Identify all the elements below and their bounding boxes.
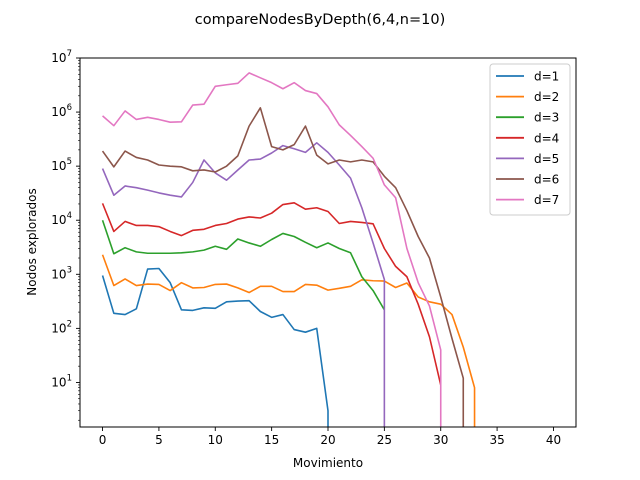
x-tick-label: 25 <box>377 433 392 447</box>
series-line-3 <box>101 219 386 311</box>
series-line-2 <box>101 254 476 427</box>
x-tick-label: 30 <box>433 433 448 447</box>
x-tick-label: 35 <box>489 433 504 447</box>
x-tick-label: 0 <box>99 433 107 447</box>
y-tick-base: 10 <box>51 213 66 227</box>
legend-label-6: d=6 <box>534 173 559 187</box>
y-tick-exponent: 3 <box>67 265 72 275</box>
y-tick-base: 10 <box>51 51 66 65</box>
y-tick-label: 105 <box>51 157 72 173</box>
x-axis-label: Movimiento <box>293 456 363 470</box>
y-tick-exponent: 1 <box>67 373 72 383</box>
series-line-6 <box>101 106 465 427</box>
legend-label-3: d=3 <box>534 111 559 125</box>
y-tick-label: 106 <box>51 103 72 119</box>
y-tick-base: 10 <box>51 321 66 335</box>
plot-area <box>79 57 577 428</box>
series-line-7 <box>102 72 442 427</box>
legend-label-2: d=2 <box>534 90 559 104</box>
x-axis: 0 5 10 15 20 25 30 35 40 <box>99 427 561 447</box>
y-tick-exponent: 7 <box>67 49 72 59</box>
y-tick-base: 10 <box>51 375 66 389</box>
legend-label-7: d=7 <box>534 193 559 207</box>
series-line-5 <box>101 142 386 427</box>
y-tick-base: 10 <box>51 105 66 119</box>
y-axis-label: Nodos explorados <box>25 188 39 295</box>
y-tick-exponent: 2 <box>67 319 72 329</box>
series-line-1 <box>101 267 329 427</box>
chart-title: compareNodesByDepth(6,4,n=10) <box>195 12 446 28</box>
y-tick-label: 102 <box>51 319 72 335</box>
y-tick-exponent: 4 <box>67 211 72 221</box>
x-tick-label: 40 <box>546 433 561 447</box>
legend-label-4: d=4 <box>534 131 559 145</box>
y-tick-label: 107 <box>51 49 72 65</box>
y-tick-label: 103 <box>51 265 72 281</box>
x-tick-label: 5 <box>155 433 163 447</box>
x-tick-label: 20 <box>320 433 335 447</box>
legend-label-1: d=1 <box>534 70 559 84</box>
legend-label-5: d=5 <box>534 152 559 166</box>
x-tick-label: 15 <box>264 433 279 447</box>
series-line-4 <box>101 202 442 386</box>
y-tick-base: 10 <box>51 267 66 281</box>
y-tick-exponent: 6 <box>67 103 72 113</box>
y-tick-base: 10 <box>51 159 66 173</box>
x-tick-label: 10 <box>208 433 223 447</box>
series-lines <box>101 72 476 427</box>
legend: d=1 d=2 d=3 d=4 d=5 d=6 d=7 <box>489 63 571 216</box>
y-tick-label: 101 <box>51 373 72 389</box>
y-tick-label: 104 <box>51 211 72 227</box>
legend-frame <box>489 63 571 216</box>
y-tick-exponent: 5 <box>67 157 72 167</box>
